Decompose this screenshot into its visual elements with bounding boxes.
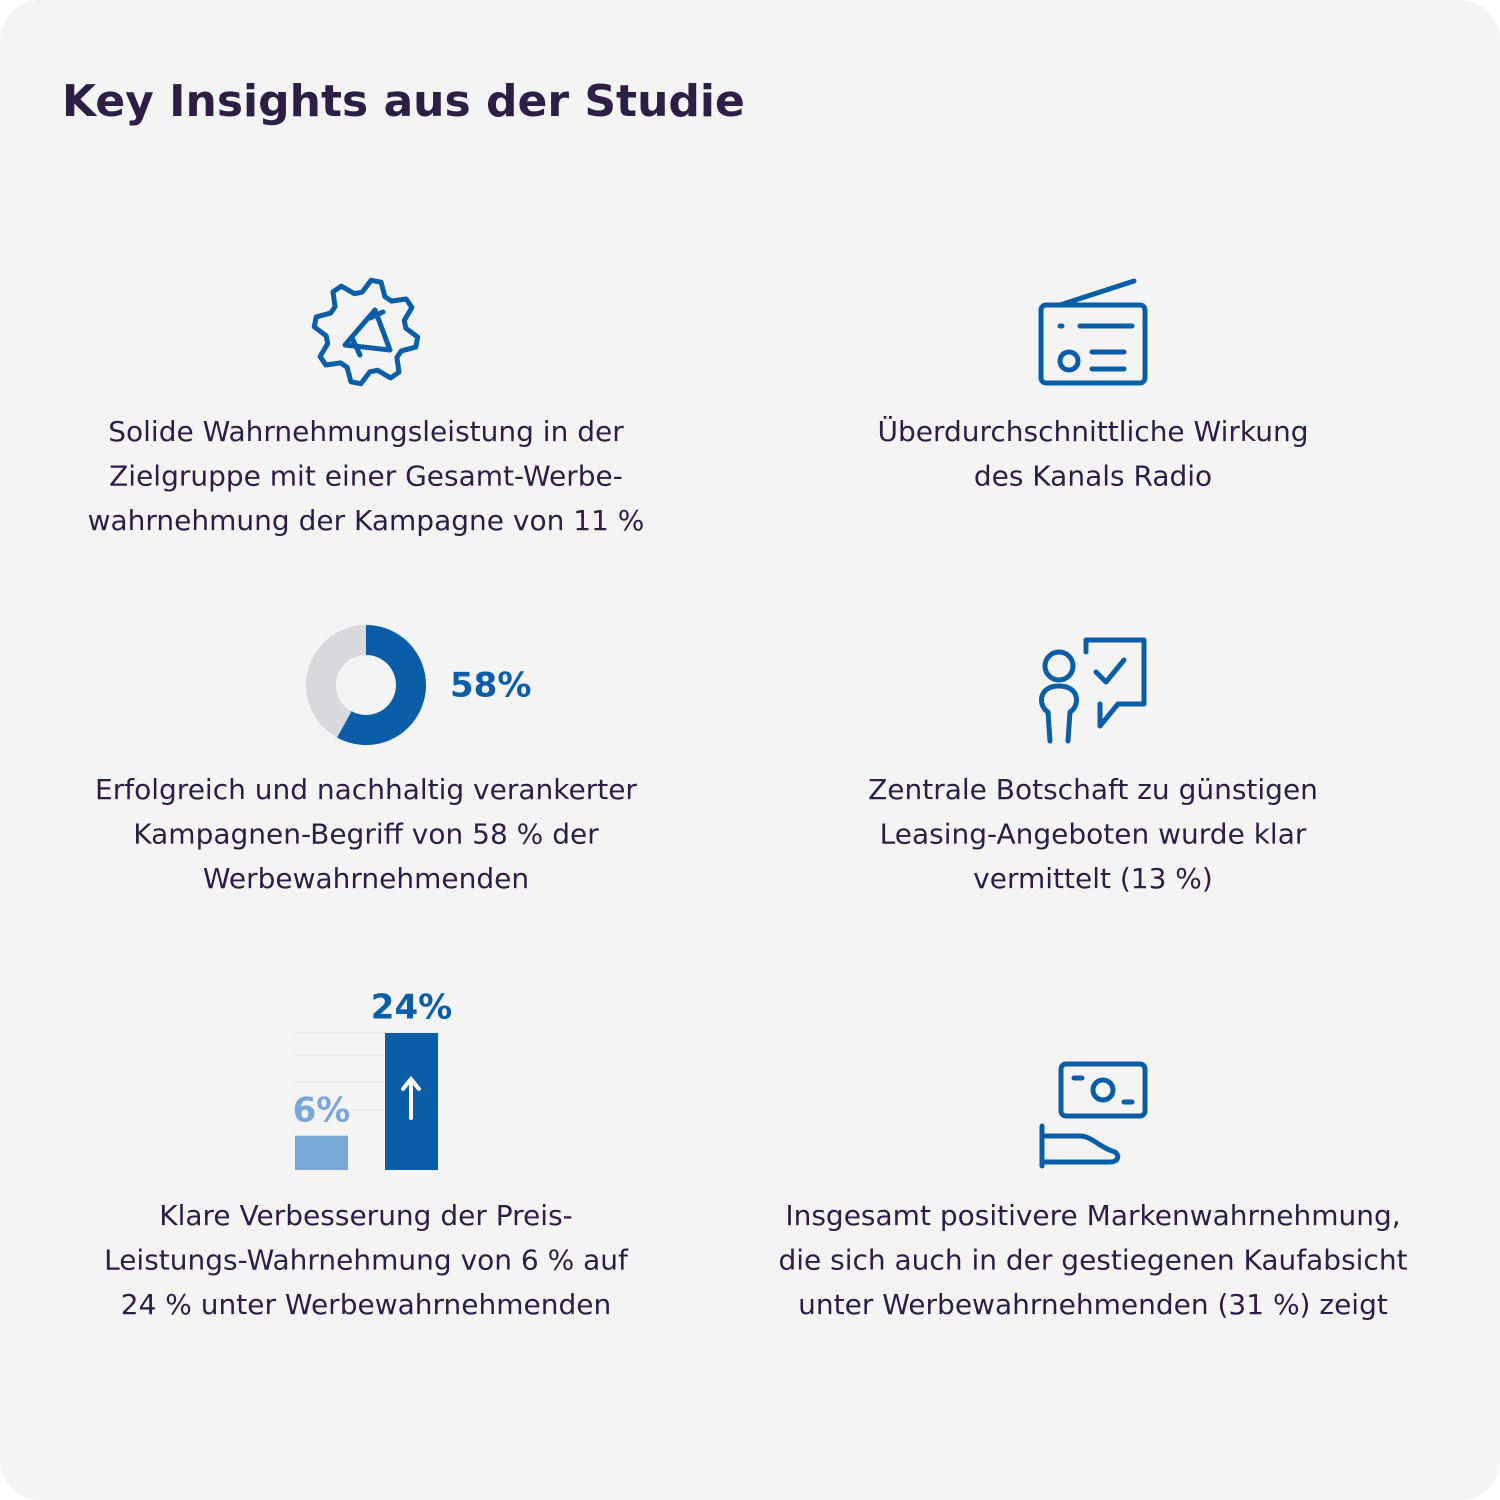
body: [1039, 683, 1079, 744]
megaphone: [342, 307, 393, 358]
radio-knob: [1057, 349, 1081, 373]
item-text: Leistungs-Wahrnehmung von 6 % auf: [104, 1244, 629, 1277]
bar: [295, 1135, 348, 1170]
item-text: Zentrale Botschaft zu günstigen: [868, 773, 1318, 806]
item-text: Werbewahrnehmenden: [203, 862, 529, 895]
title: Key Insights aus der Studie: [62, 76, 745, 127]
banknote: [1058, 1061, 1148, 1119]
donut-segment: [337, 625, 426, 745]
gear-megaphone-icon: [311, 277, 421, 387]
hand: [1039, 1075, 1135, 1169]
radio-body: [1038, 302, 1148, 386]
up-arrow: [401, 1075, 421, 1120]
money-hand-icon: [1039, 1061, 1148, 1169]
item-text: des Kanals Radio: [974, 460, 1212, 493]
item-text: Erfolgreich und nachhaltig verankerter: [95, 773, 637, 806]
bar-label: 24%: [371, 988, 452, 1028]
item-text: Zielgruppe mit einer Gesamt-Werbe-: [109, 460, 623, 493]
person-bubble-icon: [1039, 637, 1147, 744]
donut-label: 58%: [450, 666, 531, 706]
check: [1093, 657, 1127, 685]
bubble: [1083, 637, 1147, 729]
item-text: Leasing-Angeboten wurde klar: [880, 818, 1307, 851]
item-text: Überdurchschnittliche Wirkung: [877, 414, 1308, 448]
coin: [1090, 1077, 1116, 1103]
bar-label: 6%: [293, 1090, 351, 1130]
item-text: Solide Wahrnehmungsleistung in der: [108, 415, 624, 448]
item-text: Insgesamt positivere Markenwahrnehmung,: [785, 1199, 1400, 1232]
item-text: wahrnehmung der Kampagne von 11 %: [88, 504, 645, 537]
radio-details: [1057, 278, 1137, 372]
item-text: Kampagnen-Begriff von 58 % der: [133, 818, 599, 851]
radio-icon: [1038, 278, 1148, 386]
item-text: unter Werbewahrnehmenden (31 %) zeigt: [798, 1288, 1388, 1321]
item-text: die sich auch in der gestiegenen Kaufabs…: [778, 1244, 1407, 1277]
head: [1042, 649, 1076, 683]
item-text: Klare Verbesserung der Preis-: [159, 1199, 573, 1232]
item-text: 24 % unter Werbewahrnehmenden: [121, 1288, 611, 1321]
item-text: vermittelt (13 %): [973, 862, 1213, 895]
gear: [311, 277, 421, 387]
